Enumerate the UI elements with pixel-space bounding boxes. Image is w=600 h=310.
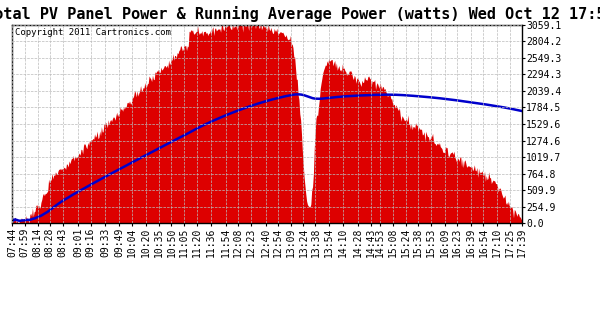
Text: Total PV Panel Power & Running Average Power (watts) Wed Oct 12 17:58: Total PV Panel Power & Running Average P… xyxy=(0,6,600,22)
Text: Copyright 2011 Cartronics.com: Copyright 2011 Cartronics.com xyxy=(14,28,170,37)
